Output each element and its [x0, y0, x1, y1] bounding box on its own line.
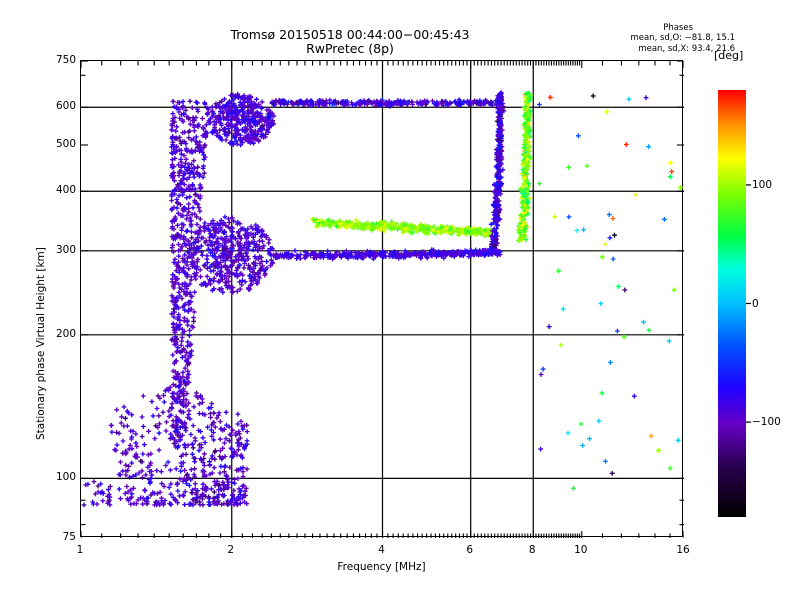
phase-stats-x-mode: mean, sd,X: 93.4, 21.6	[638, 43, 735, 54]
y-tick-label: 75	[62, 531, 76, 543]
x-axis-label: Frequency [MHz]	[337, 561, 426, 573]
phase-stats-heading: Phases	[663, 23, 693, 33]
x-tick-label: 16	[676, 544, 690, 556]
plot-subtitle-line2: RwPretec (8p)	[306, 41, 394, 56]
colorbar-ticks	[746, 184, 751, 423]
colorbar	[718, 90, 751, 517]
colorbar-tick-label: 0	[752, 297, 759, 310]
scatter-canvas	[81, 61, 684, 538]
y-tick-label: 300	[55, 243, 76, 256]
phase-stats-o-mode: mean, sd,O: −81.8, 15.1	[630, 33, 735, 44]
plot-title-line1: Tromsø 20150518 00:44:00−00:45:43	[230, 27, 470, 42]
colorbar-tick-label: −100	[752, 416, 781, 429]
y-tick-label: 100	[55, 471, 76, 484]
x-tick-label: 8	[528, 544, 536, 556]
colorbar-tick-label: 100	[752, 178, 773, 191]
y-axis-tick-labels: 75 100 200 300 400 500 600 750	[0, 0, 76, 600]
y-tick-label: 600	[55, 100, 76, 113]
data-points	[81, 90, 683, 508]
plot-area	[80, 60, 684, 538]
phase-statistics-annotation: Phases mean, sd,O: −81.8, 15.1 mean, sd,…	[560, 23, 735, 54]
x-tick-label: 6	[466, 544, 474, 556]
axis-ticks	[81, 61, 684, 538]
x-tick-label: 2	[227, 544, 235, 556]
x-tick-label: 10	[574, 544, 588, 556]
x-tick-label: 4	[378, 544, 385, 556]
y-tick-label: 400	[55, 184, 76, 197]
x-tick-label: 1	[76, 544, 84, 556]
y-tick-label: 200	[55, 327, 76, 340]
y-tick-label: 500	[55, 137, 76, 150]
y-tick-label: 750	[55, 54, 76, 66]
colorbar-unit-label: [deg]	[714, 49, 744, 62]
colorbar-gradient	[718, 90, 746, 517]
